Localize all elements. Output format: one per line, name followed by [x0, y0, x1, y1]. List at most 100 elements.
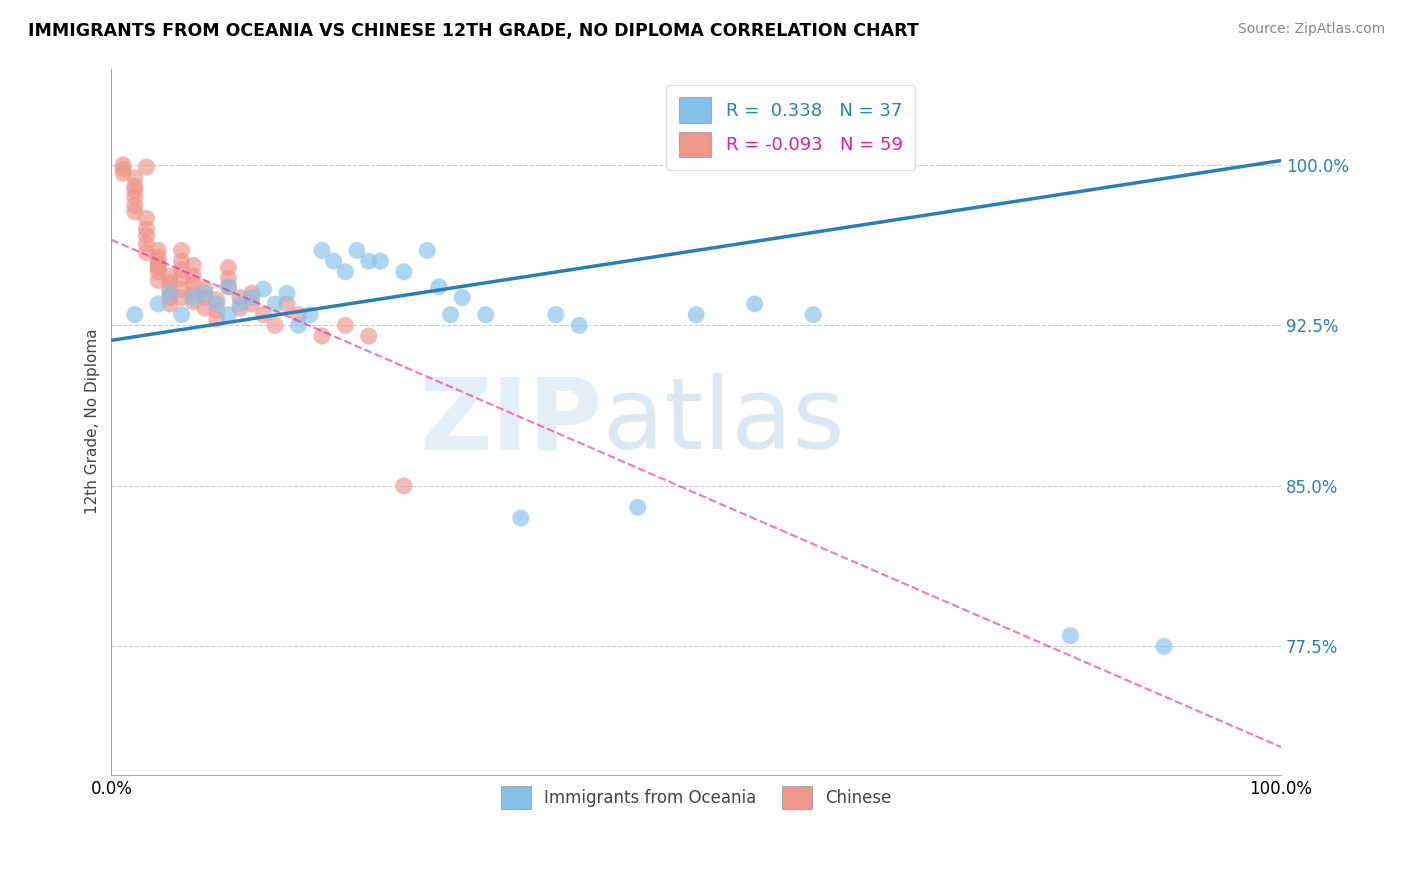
Point [194, 301, 217, 316]
Text: atlas: atlas [603, 373, 844, 470]
Point [370, 254, 392, 268]
Point [299, 308, 322, 322]
Point [240, 291, 263, 305]
Point [205, 312, 228, 326]
Point [252, 308, 274, 322]
Point [159, 269, 181, 284]
Point [217, 260, 239, 275]
Point [229, 297, 252, 311]
Point [1059, 629, 1081, 643]
Point [240, 286, 263, 301]
Point [124, 190, 146, 204]
Point [474, 308, 496, 322]
Point [135, 160, 157, 174]
Point [159, 276, 181, 290]
Point [181, 269, 204, 284]
Point [357, 329, 380, 343]
Point [357, 254, 380, 268]
Point [392, 265, 415, 279]
Point [346, 244, 368, 258]
Point [194, 286, 217, 301]
Point [181, 259, 204, 273]
Point [170, 254, 193, 268]
Point [135, 228, 157, 243]
Point [159, 286, 181, 301]
Point [276, 297, 298, 311]
Y-axis label: 12th Grade, No Diploma: 12th Grade, No Diploma [86, 329, 100, 515]
Point [240, 297, 263, 311]
Point [276, 286, 298, 301]
Point [744, 297, 766, 311]
Point [112, 166, 135, 180]
Point [801, 308, 824, 322]
Point [135, 245, 157, 260]
Point [544, 308, 567, 322]
Point [181, 286, 204, 301]
Point [264, 297, 287, 311]
Point [439, 308, 461, 322]
Point [148, 265, 170, 279]
Point [159, 297, 181, 311]
Point [148, 260, 170, 275]
Point [335, 318, 357, 333]
Point [205, 297, 228, 311]
Point [451, 291, 474, 305]
Point [568, 318, 591, 333]
Point [229, 291, 252, 305]
Point [335, 265, 357, 279]
Point [124, 205, 146, 219]
Point [112, 162, 135, 177]
Point [170, 308, 193, 322]
Text: IMMIGRANTS FROM OCEANIA VS CHINESE 12TH GRADE, NO DIPLOMA CORRELATION CHART: IMMIGRANTS FROM OCEANIA VS CHINESE 12TH … [28, 22, 920, 40]
Point [311, 329, 333, 343]
Point [392, 479, 415, 493]
Point [252, 282, 274, 296]
Point [148, 297, 170, 311]
Point [287, 308, 309, 322]
Point [217, 280, 239, 294]
Point [181, 277, 204, 292]
Point [170, 282, 193, 296]
Point [159, 291, 181, 305]
Point [217, 308, 239, 322]
Point [170, 262, 193, 277]
Point [135, 211, 157, 226]
Point [685, 308, 707, 322]
Point [148, 250, 170, 264]
Point [194, 282, 217, 296]
Point [416, 244, 439, 258]
Point [205, 303, 228, 318]
Point [427, 280, 450, 294]
Point [217, 280, 239, 294]
Point [181, 294, 204, 309]
Point [170, 291, 193, 305]
Point [124, 184, 146, 198]
Point [124, 170, 146, 185]
Point [311, 244, 333, 258]
Text: ZIP: ZIP [420, 373, 603, 470]
Point [170, 244, 193, 258]
Point [135, 222, 157, 236]
Point [287, 318, 309, 333]
Point [264, 318, 287, 333]
Point [135, 237, 157, 252]
Point [217, 271, 239, 285]
Point [148, 244, 170, 258]
Text: Source: ZipAtlas.com: Source: ZipAtlas.com [1237, 22, 1385, 37]
Point [124, 308, 146, 322]
Point [229, 301, 252, 316]
Point [194, 291, 217, 305]
Point [181, 291, 204, 305]
Point [205, 293, 228, 307]
Point [124, 198, 146, 212]
Legend: Immigrants from Oceania, Chinese: Immigrants from Oceania, Chinese [495, 779, 898, 816]
Point [322, 254, 344, 268]
Point [148, 259, 170, 273]
Point [148, 273, 170, 287]
Point [1153, 640, 1175, 654]
Point [627, 500, 650, 515]
Point [112, 158, 135, 172]
Point [159, 282, 181, 296]
Point [148, 254, 170, 268]
Point [170, 271, 193, 285]
